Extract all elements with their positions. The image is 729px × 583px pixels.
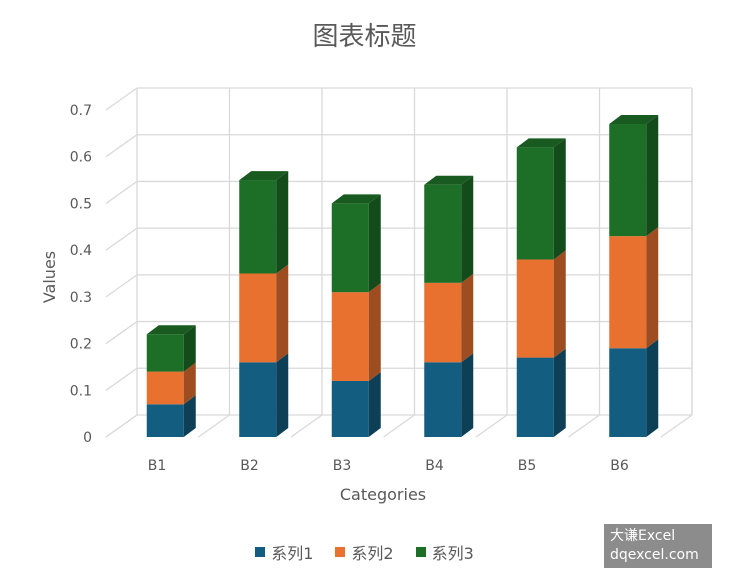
gridline-floor [383, 414, 415, 438]
legend-swatch [415, 547, 426, 557]
bar-B1-series-2-side [183, 362, 196, 405]
legend-label: 系列3 [431, 544, 474, 563]
watermark-line-2: dqexcel.com [610, 547, 699, 563]
bar-B4-series-1-side [461, 353, 474, 437]
gridline-floor [475, 414, 508, 438]
bar-B2-top [239, 171, 289, 181]
bar-B6-series-3-front [609, 124, 647, 237]
bar-B2-series-2-front [239, 273, 277, 363]
bar-B5-top [516, 138, 566, 148]
y-tick-label: 0.5 [70, 196, 92, 212]
x-tick-label: B6 [610, 458, 629, 474]
bar-B5-series-3-front [516, 147, 554, 260]
bar-B2-series-3-front [239, 180, 277, 274]
bar-B2-series-2-side [276, 264, 289, 363]
bar-B6-series-1-side [646, 339, 659, 437]
x-tick-label: B2 [240, 458, 259, 474]
bar-B3-series-1-front [331, 380, 369, 437]
legend-item-series-3: 系列3 [415, 540, 474, 564]
x-tick-label: B3 [333, 458, 352, 474]
y-tick-label: 0.6 [70, 150, 92, 166]
bar-B6-top [609, 115, 659, 125]
bar-B4-top [424, 175, 474, 185]
gridline-side [105, 87, 138, 111]
bar-B4-series-3-front [424, 184, 462, 283]
bar-B6-series-2-front [609, 236, 647, 349]
gridline-side [105, 274, 138, 298]
x-tick-label: B5 [518, 458, 537, 474]
bar-B4-series-3-side [461, 175, 474, 283]
gridline-floor [105, 414, 138, 438]
legend-swatch [255, 547, 266, 557]
gridline-side [105, 321, 138, 345]
bar-B1-top [146, 325, 196, 335]
bar-B3-series-2-side [368, 283, 381, 381]
bar-B3-top [331, 194, 381, 204]
x-tick-label: B4 [425, 458, 444, 474]
bar-B4-series-2-front [424, 282, 462, 363]
legend-swatch [335, 547, 346, 557]
y-tick-label: 0.2 [70, 337, 92, 353]
bar-B2-series-1-side [276, 353, 289, 437]
x-tick-label: B1 [148, 458, 167, 474]
gridline-side [105, 227, 138, 251]
legend-label: 系列2 [351, 544, 394, 563]
gridline-floor [660, 414, 693, 438]
watermark: 大谦Excel dqexcel.com [604, 524, 712, 568]
bar-B2-series-3-side [276, 171, 289, 274]
bar-B1-series-1-side [183, 395, 196, 437]
bar-B3-series-3-front [331, 203, 369, 293]
bar-B4-series-2-side [461, 273, 474, 363]
bar-B5-series-3-side [553, 138, 566, 260]
y-axis-ticks: 0 0.1 0.2 0.3 0.4 0.5 0.6 0.7 [70, 103, 92, 446]
bars [146, 115, 659, 437]
bar-B3-series-2-front [331, 292, 369, 381]
y-tick-label: 0.3 [70, 290, 92, 306]
legend-label: 系列1 [271, 544, 314, 563]
bar-B3-series-3-side [368, 194, 381, 293]
legend-item-series-1: 系列1 [255, 540, 313, 564]
watermark-line-1: 大谦Excel [610, 528, 676, 544]
gridlines [105, 87, 693, 438]
bar-B6-series-2-side [646, 227, 659, 349]
gridline-floor [568, 414, 600, 438]
bar-B1-series-1-front [146, 404, 184, 437]
chart-title: 图表标题 [312, 22, 417, 52]
bar-B1-series-2-front [146, 371, 184, 405]
bar-B3-series-1-side [368, 371, 381, 437]
legend-item-series-2: 系列2 [335, 540, 394, 564]
y-tick-label: 0.4 [70, 243, 92, 259]
bar-B1-series-3-side [183, 325, 196, 372]
bar-B1-series-3-front [146, 334, 184, 372]
bar-B5-series-2-side [553, 250, 566, 358]
gridline-side [105, 134, 138, 158]
bar-B5-series-1-side [553, 348, 566, 437]
y-axis-label: Values [40, 251, 59, 303]
gridline-side [105, 367, 138, 391]
y-tick-label: 0.1 [70, 383, 92, 399]
y-tick-label: 0 [83, 430, 92, 446]
bar-B6-series-1-front [609, 348, 647, 437]
x-axis-ticks: B1 B2 B3 B4 B5 B6 [148, 458, 629, 474]
bar-B5-series-2-front [516, 259, 554, 358]
bar-B4-series-1-front [424, 362, 462, 437]
gridline-floor [290, 414, 323, 438]
gridline-floor [198, 414, 230, 438]
x-axis-label: Categories [340, 485, 426, 504]
bar-B2-series-1-front [239, 362, 277, 437]
legend: 系列1 系列2 系列3 [0, 540, 729, 564]
bar-B6-series-3-side [646, 115, 659, 237]
bar-B5-series-1-front [516, 357, 554, 437]
y-tick-label: 0.7 [70, 103, 92, 119]
gridline-side [105, 180, 138, 204]
